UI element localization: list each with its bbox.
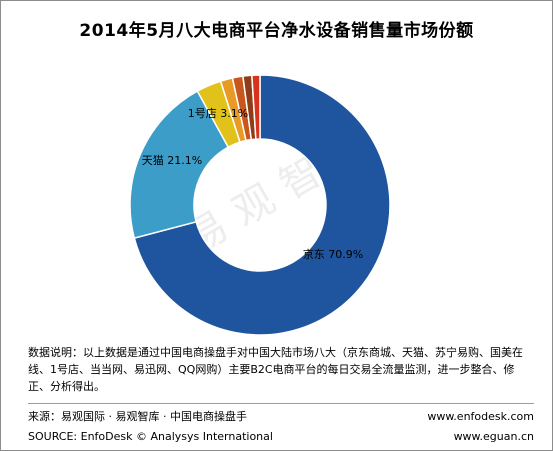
slice-label: 天猫 21.1% xyxy=(142,154,202,167)
site-eguan[interactable]: www.eguan.cn xyxy=(453,430,534,443)
footer-divider xyxy=(28,403,534,404)
pie-slice xyxy=(251,74,261,140)
slice-label: 1号店 3.1% xyxy=(188,106,248,120)
footer-row-cn: 来源：易观国际 · 易观智库 · 中国电商操盘手 www.enfodesk.co… xyxy=(28,410,534,424)
data-note: 数据说明：以上数据是通过中国电商操盘手对中国大陆市场八大（京东商城、天猫、苏宁易… xyxy=(28,346,523,393)
donut-chart: 易观智库 京东 70.9%天猫 21.1%1号店 3.1% xyxy=(129,74,391,336)
chart-title: 2014年5月八大电商平台净水设备销售量市场份额 xyxy=(79,21,474,41)
slice-label: 京东 70.9% xyxy=(303,247,363,261)
footer-row-en: SOURCE: EnfoDesk © Analysys Internationa… xyxy=(28,430,534,444)
source-cn: 来源：易观国际 · 易观智库 · 中国电商操盘手 xyxy=(28,410,247,423)
site-enfodesk[interactable]: www.enfodesk.com xyxy=(427,410,534,423)
source-en: SOURCE: EnfoDesk © Analysys Internationa… xyxy=(28,430,273,443)
pie-slice xyxy=(129,90,230,240)
pie-slice xyxy=(133,74,391,336)
